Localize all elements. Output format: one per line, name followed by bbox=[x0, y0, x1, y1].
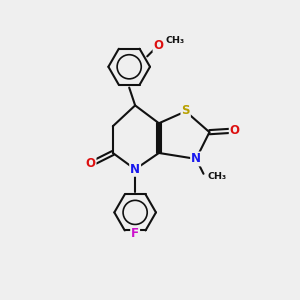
Text: N: N bbox=[130, 163, 140, 176]
Text: CH₃: CH₃ bbox=[165, 36, 184, 45]
Text: CH₃: CH₃ bbox=[207, 172, 226, 181]
Text: O: O bbox=[230, 124, 240, 137]
Text: F: F bbox=[131, 227, 139, 240]
Text: O: O bbox=[85, 157, 96, 170]
Text: O: O bbox=[154, 39, 164, 52]
Text: S: S bbox=[182, 104, 190, 117]
Text: N: N bbox=[191, 152, 201, 165]
